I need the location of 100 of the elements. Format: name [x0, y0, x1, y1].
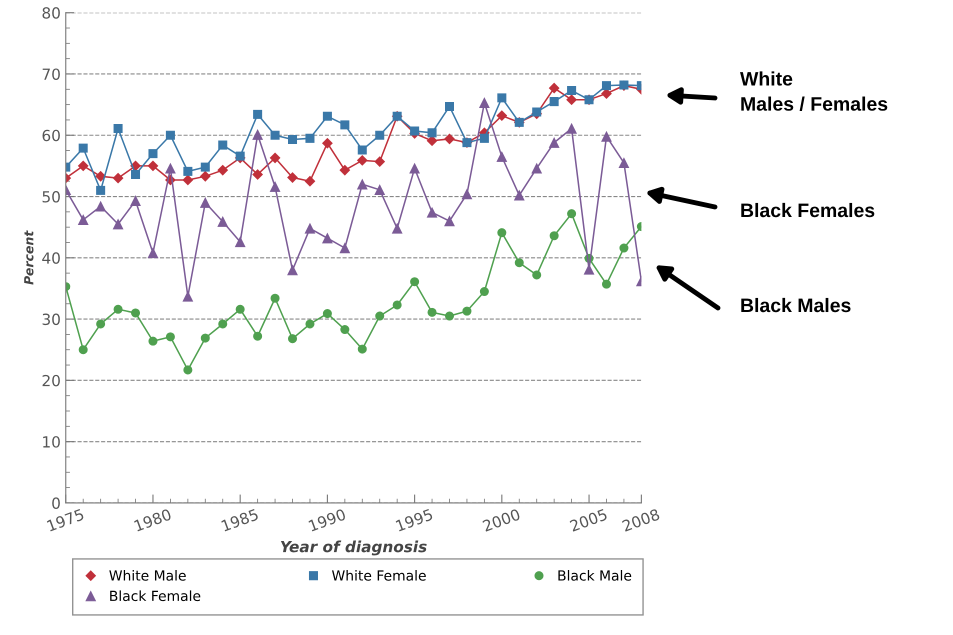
point: [550, 231, 559, 240]
point: [375, 312, 384, 321]
point: [566, 94, 577, 105]
point: [567, 86, 576, 96]
point: [253, 332, 262, 341]
point: [532, 270, 542, 280]
point: [374, 156, 385, 167]
point: [305, 319, 314, 329]
x-tick-label: 1975: [46, 508, 84, 532]
point: [217, 164, 228, 176]
point: [165, 163, 176, 174]
point: [78, 160, 88, 172]
point: [479, 98, 490, 108]
point: [548, 82, 560, 94]
point: [532, 107, 542, 116]
point: [236, 304, 245, 314]
point: [410, 277, 420, 286]
point: [130, 196, 141, 206]
y-tick-label: 40: [42, 252, 60, 264]
point: [182, 174, 194, 186]
point: [322, 112, 332, 121]
point: [566, 123, 577, 134]
point: [409, 163, 420, 174]
point: [428, 308, 437, 317]
point: [444, 312, 454, 321]
point: [392, 223, 402, 234]
point: [78, 345, 88, 354]
point: [270, 182, 280, 192]
point: [270, 294, 280, 303]
point: [183, 166, 192, 176]
x-tick-label: 2008: [622, 508, 660, 532]
point: [374, 184, 385, 196]
point: [112, 172, 124, 184]
legend-label: White Male: [109, 570, 186, 581]
x-tick-label: 2005: [569, 508, 608, 532]
point: [428, 128, 437, 138]
point: [426, 207, 438, 218]
point: [550, 97, 559, 106]
x-tick-label: 1990: [308, 508, 346, 532]
point: [444, 216, 455, 226]
y-tick-label: 20: [42, 374, 60, 386]
point: [358, 344, 367, 354]
y-tick-label: 10: [43, 436, 60, 448]
point: [112, 218, 124, 230]
point: [496, 151, 508, 162]
point: [148, 248, 158, 258]
point: [288, 135, 298, 144]
point: [444, 134, 455, 144]
point: [218, 140, 228, 150]
y-tick-label: 60: [42, 130, 60, 142]
point: [270, 130, 280, 140]
point: [410, 126, 420, 136]
point: [514, 190, 524, 201]
point: [601, 131, 612, 142]
point: [236, 152, 245, 161]
point: [462, 306, 472, 316]
y-tick-label: 50: [42, 191, 60, 203]
y-axis-title: Percent: [24, 230, 34, 285]
point: [200, 197, 211, 208]
point: [514, 258, 524, 268]
point: [619, 243, 628, 253]
point: [375, 130, 384, 140]
point: [148, 149, 158, 158]
y-tick-label: 0: [52, 497, 60, 509]
point: [340, 164, 350, 176]
point: [358, 145, 367, 154]
point: [270, 152, 280, 164]
point: [131, 170, 140, 179]
point: [340, 242, 350, 254]
point: [532, 163, 542, 174]
text: Black Males: [741, 298, 851, 312]
point: [287, 172, 298, 183]
point: [602, 280, 611, 289]
point: [200, 162, 210, 172]
point: [131, 308, 140, 318]
point: [480, 286, 489, 296]
legend-label: White Female: [332, 570, 426, 581]
point: [357, 179, 368, 190]
point: [426, 136, 438, 146]
point: [95, 201, 106, 212]
point: [166, 130, 175, 140]
x-tick-label: 1995: [395, 508, 434, 532]
point: [166, 332, 175, 342]
legend-label: Black Male: [558, 570, 632, 581]
point: [78, 144, 88, 153]
point: [340, 324, 350, 334]
point: [148, 160, 158, 172]
point: [602, 81, 611, 90]
point: [253, 110, 262, 119]
point: [182, 291, 194, 302]
x-axis-title: Year of diagnosis: [280, 540, 427, 556]
point: [497, 93, 506, 102]
point: [496, 110, 508, 121]
text: Black Females: [741, 202, 874, 218]
point: [96, 319, 106, 329]
point: [218, 216, 228, 227]
point: [288, 334, 298, 344]
point: [392, 300, 402, 310]
point: [234, 236, 246, 248]
point: [340, 120, 350, 130]
